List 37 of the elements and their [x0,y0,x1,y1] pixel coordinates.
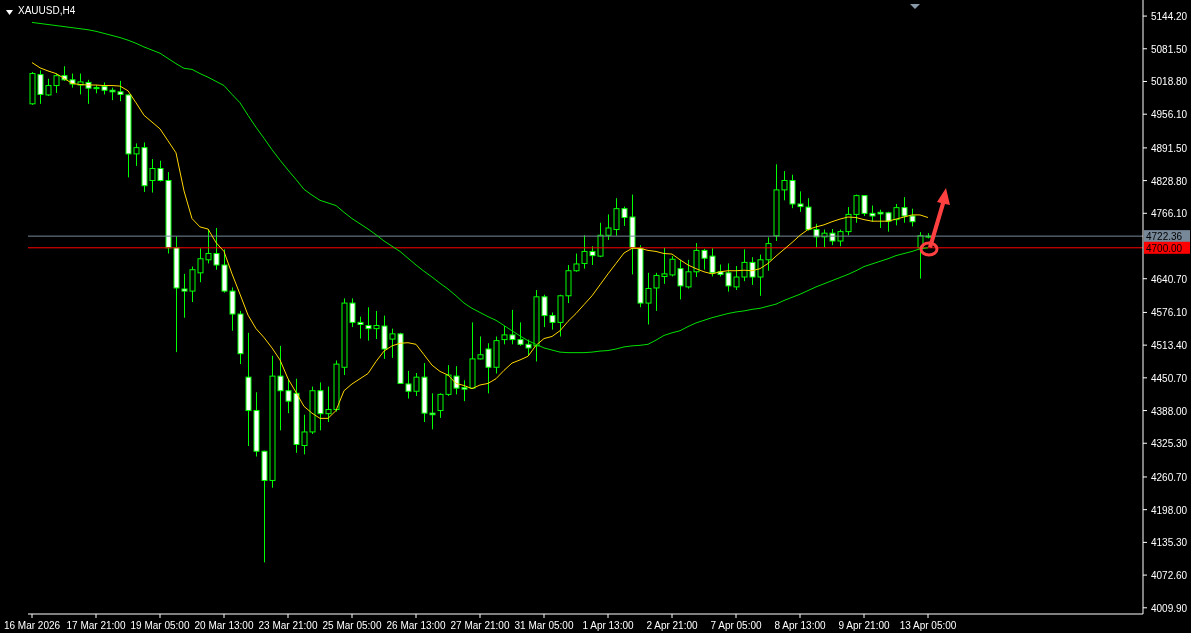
x-tick-label: 9 Apr 21:00 [838,620,891,631]
y-tick-label: 4072.60 [1151,570,1188,582]
x-tick-label: 25 Mar 05:00 [322,620,382,631]
y-tick-label: 4450.70 [1151,372,1188,384]
text: XAUUSD,H4 [18,5,76,16]
y-tick-label: 4009.90 [1151,602,1188,614]
y-tick-label: 4388.00 [1151,405,1188,417]
y-tick-label: 4891.50 [1151,142,1188,154]
x-tick-label: 13 Apr 05:00 [899,620,957,631]
y-tick-label: 4576.10 [1151,307,1188,319]
y-tick-label: 4766.10 [1151,208,1188,220]
x-tick-label: 7 Apr 05:00 [710,620,763,631]
y-tick-label: 5081.50 [1151,43,1188,55]
y-tick-label: 4260.70 [1151,471,1188,483]
x-tick-label: 16 Mar 2026 [3,620,61,631]
y-tick-label: 5144.20 [1151,11,1188,23]
x-tick-label: 17 Mar 21:00 [66,620,126,631]
x-tick-label: 20 Mar 13:00 [194,620,254,631]
y-tick-label: 5018.80 [1151,76,1188,88]
x-tick-label: 8 Apr 13:00 [774,620,827,631]
y-tick-label: 4135.30 [1151,537,1188,549]
x-tick-label: 26 Mar 13:00 [386,620,446,631]
ref-line-label: 4700.00 [1146,242,1183,254]
line-series [31,62,929,419]
y-tick-label: 4325.30 [1151,438,1188,450]
y-tick-label: 4640.70 [1151,273,1188,285]
x-tick-label: 1 Apr 13:00 [582,620,635,631]
y-tick-label: 4513.40 [1151,340,1188,352]
y-tick-label: 4828.80 [1151,175,1188,187]
x-tick-label: 31 Mar 05:00 [514,620,574,631]
x-tick-label: 23 Mar 21:00 [258,620,318,631]
ref-line-label: 4722.36 [1146,231,1183,243]
x-tick-label: 27 Mar 21:00 [450,620,510,631]
x-tick-label: 19 Mar 05:00 [130,620,190,631]
y-tick-label: 4198.00 [1151,504,1188,516]
y-tick-label: 4956.10 [1151,109,1188,121]
x-tick-label: 2 Apr 21:00 [646,620,699,631]
